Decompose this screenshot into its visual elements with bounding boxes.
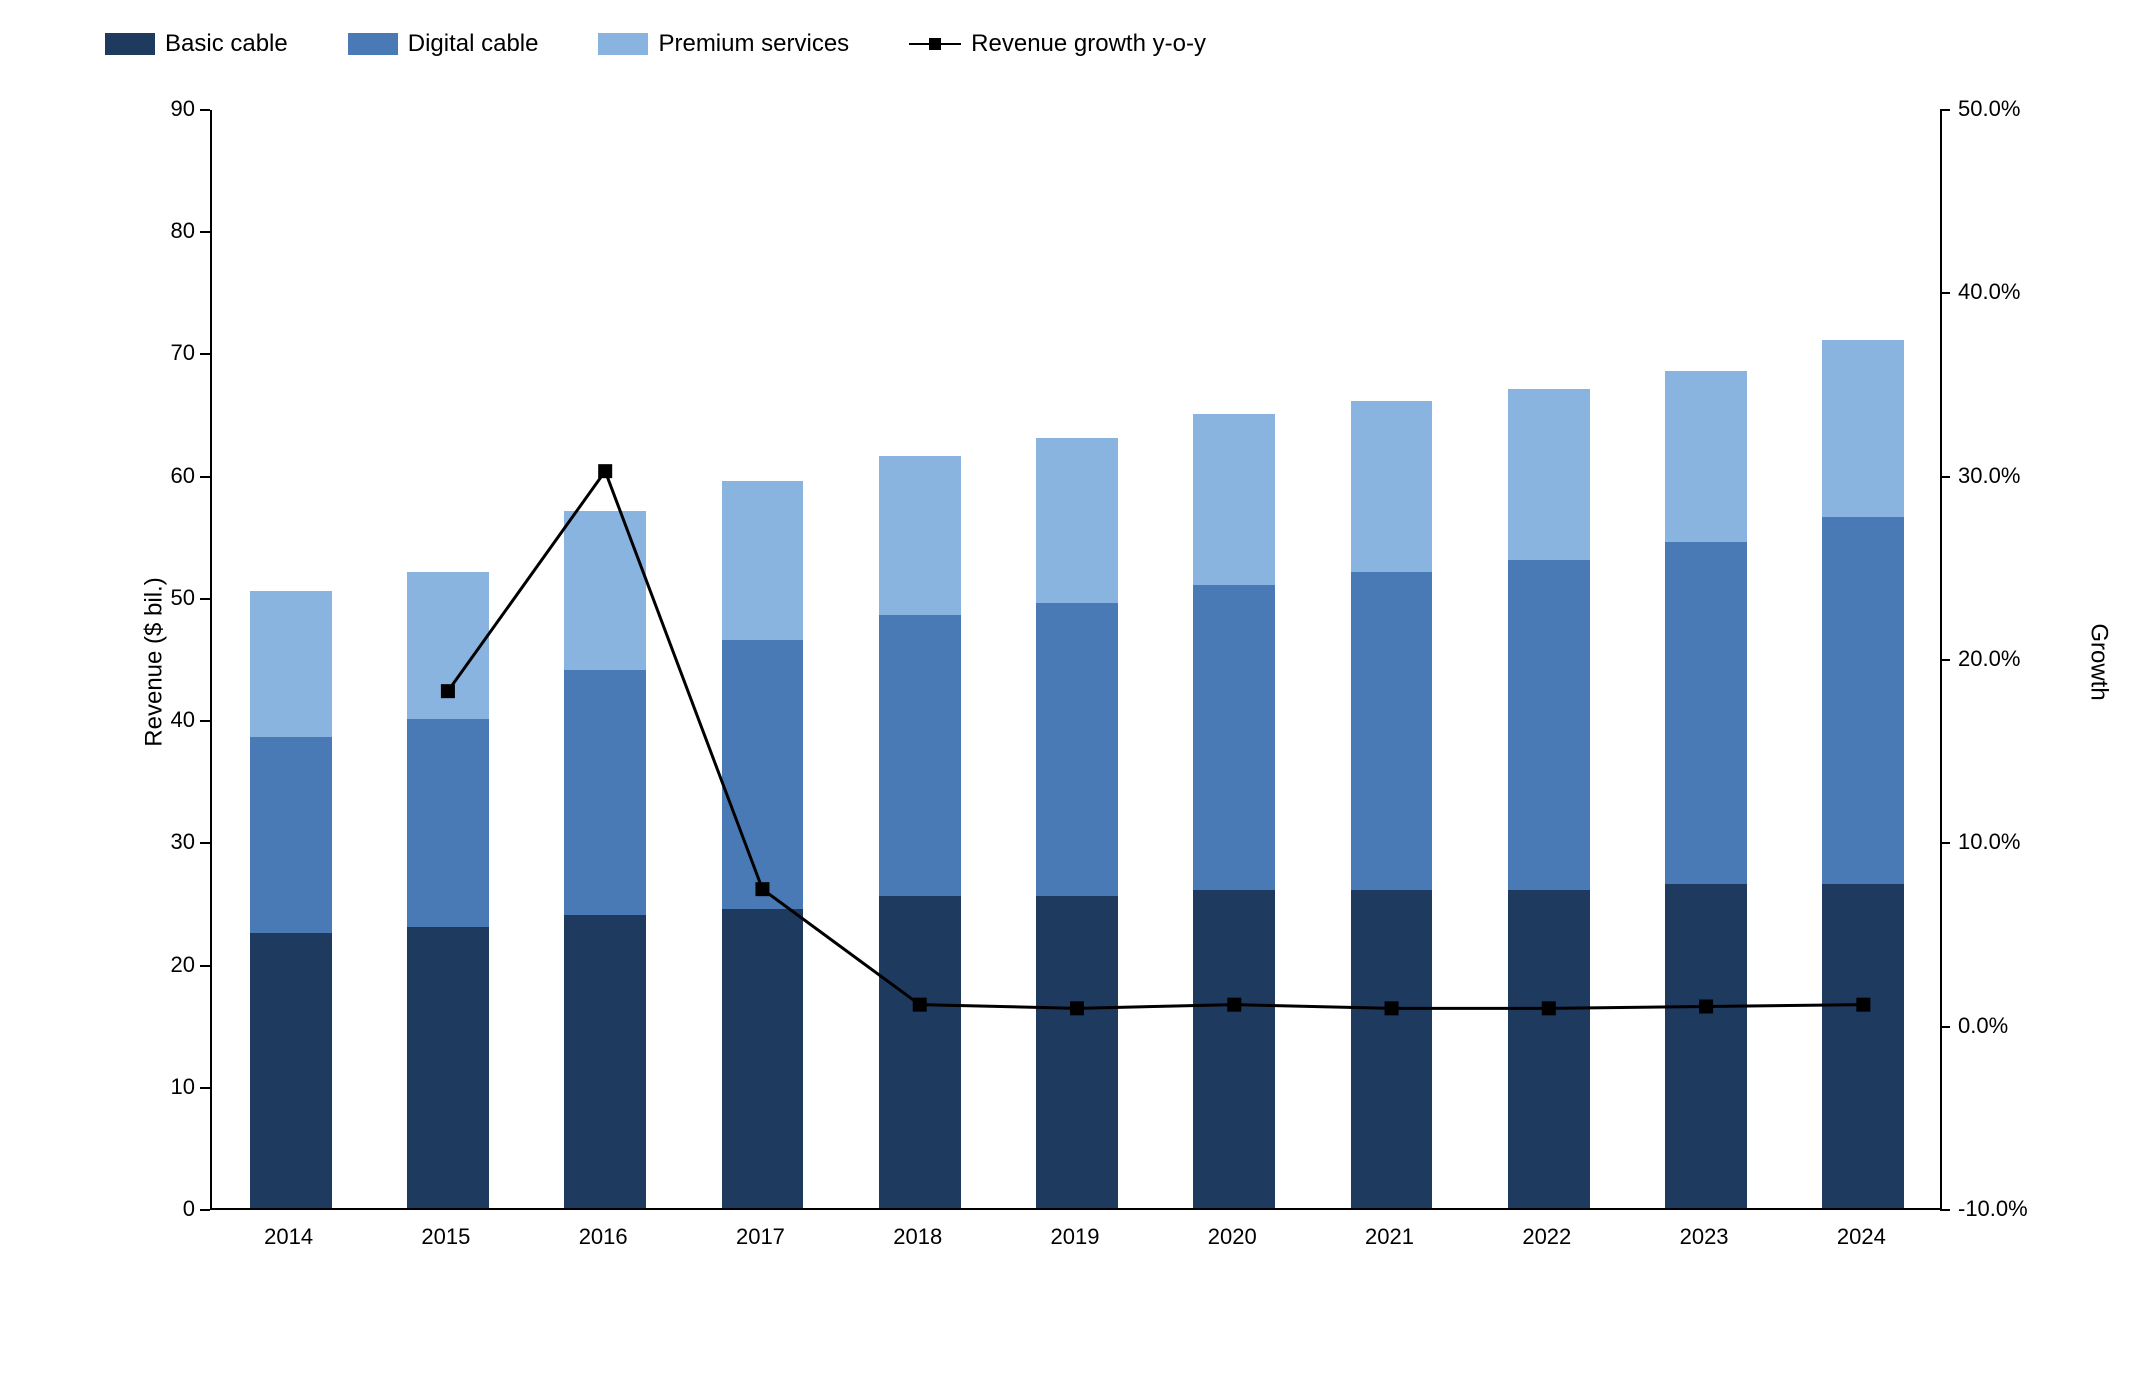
bar-premium-services — [1036, 438, 1118, 603]
bar-digital-cable — [250, 737, 332, 933]
bar-premium-services — [1822, 340, 1904, 517]
bar-digital-cable — [564, 670, 646, 914]
bar-digital-cable — [1036, 603, 1118, 896]
legend-label: Digital cable — [408, 30, 539, 58]
bar-digital-cable — [1665, 542, 1747, 884]
y-tick-right: 50.0% — [1958, 96, 2020, 122]
bar-group — [1351, 401, 1433, 1208]
y-tick-left: 10 — [150, 1074, 195, 1100]
bar-group — [1193, 414, 1275, 1208]
bar-basic-cable — [1036, 896, 1118, 1208]
bar-group — [250, 591, 332, 1208]
bar-group — [564, 511, 646, 1208]
x-tick: 2020 — [1208, 1224, 1257, 1250]
bar-digital-cable — [1351, 572, 1433, 890]
y-tick-left: 40 — [150, 707, 195, 733]
legend-label: Revenue growth y-o-y — [971, 30, 1206, 58]
bar-basic-cable — [1665, 884, 1747, 1208]
x-tick: 2023 — [1680, 1224, 1729, 1250]
bar-basic-cable — [879, 896, 961, 1208]
bar-group — [1036, 438, 1118, 1208]
y-tick-right: 0.0% — [1958, 1013, 2008, 1039]
y-tick-left: 60 — [150, 463, 195, 489]
line-marker — [598, 464, 612, 478]
y-tick-left: 80 — [150, 218, 195, 244]
bar-digital-cable — [879, 615, 961, 896]
bar-group — [722, 481, 804, 1208]
bar-basic-cable — [1508, 890, 1590, 1208]
y-axis-label-right: Growth — [2085, 623, 2113, 700]
bar-premium-services — [1665, 371, 1747, 542]
bar-digital-cable — [1193, 585, 1275, 891]
x-tick: 2021 — [1365, 1224, 1414, 1250]
bar-premium-services — [1193, 414, 1275, 585]
x-tick: 2024 — [1837, 1224, 1886, 1250]
legend-swatch — [598, 33, 648, 55]
bar-premium-services — [407, 572, 489, 719]
bar-digital-cable — [1822, 517, 1904, 884]
bar-basic-cable — [250, 933, 332, 1208]
x-tick: 2019 — [1051, 1224, 1100, 1250]
legend: Basic cable Digital cable Premium servic… — [105, 30, 1206, 58]
x-tick: 2016 — [579, 1224, 628, 1250]
bar-digital-cable — [1508, 560, 1590, 890]
y-tick-left: 50 — [150, 585, 195, 611]
bar-premium-services — [1351, 401, 1433, 572]
bar-basic-cable — [1193, 890, 1275, 1208]
legend-label: Basic cable — [165, 30, 288, 58]
bar-premium-services — [722, 481, 804, 640]
x-tick: 2022 — [1522, 1224, 1571, 1250]
x-tick: 2014 — [264, 1224, 313, 1250]
bar-group — [1665, 371, 1747, 1208]
y-tick-right: 40.0% — [1958, 279, 2020, 305]
legend-label: Premium services — [658, 30, 849, 58]
bar-basic-cable — [564, 915, 646, 1208]
bar-group — [879, 456, 961, 1208]
legend-swatch — [348, 33, 398, 55]
y-tick-right: 10.0% — [1958, 829, 2020, 855]
y-tick-left: 70 — [150, 340, 195, 366]
bar-premium-services — [879, 456, 961, 615]
legend-item-digital: Digital cable — [348, 30, 539, 58]
bar-basic-cable — [722, 909, 804, 1208]
bar-digital-cable — [722, 640, 804, 909]
legend-item-premium: Premium services — [598, 30, 849, 58]
bar-basic-cable — [407, 927, 489, 1208]
bar-premium-services — [250, 591, 332, 738]
bar-premium-services — [1508, 389, 1590, 560]
bar-premium-services — [564, 511, 646, 670]
y-tick-left: 20 — [150, 952, 195, 978]
bar-group — [1508, 389, 1590, 1208]
y-tick-right: 30.0% — [1958, 463, 2020, 489]
legend-line-icon — [909, 38, 961, 50]
bar-digital-cable — [407, 719, 489, 927]
y-tick-right: -10.0% — [1958, 1196, 2028, 1222]
legend-item-growth: Revenue growth y-o-y — [909, 30, 1206, 58]
bar-group — [407, 572, 489, 1208]
chart-container: Basic cable Digital cable Premium servic… — [0, 0, 2145, 1383]
bar-basic-cable — [1822, 884, 1904, 1208]
legend-swatch — [105, 33, 155, 55]
y-tick-right: 20.0% — [1958, 646, 2020, 672]
x-tick: 2017 — [736, 1224, 785, 1250]
x-tick: 2015 — [421, 1224, 470, 1250]
bar-basic-cable — [1351, 890, 1433, 1208]
legend-item-basic: Basic cable — [105, 30, 288, 58]
x-tick: 2018 — [893, 1224, 942, 1250]
plot-area — [210, 110, 1940, 1210]
y-tick-left: 30 — [150, 829, 195, 855]
y-tick-left: 0 — [150, 1196, 195, 1222]
bar-group — [1822, 340, 1904, 1208]
y-tick-left: 90 — [150, 96, 195, 122]
